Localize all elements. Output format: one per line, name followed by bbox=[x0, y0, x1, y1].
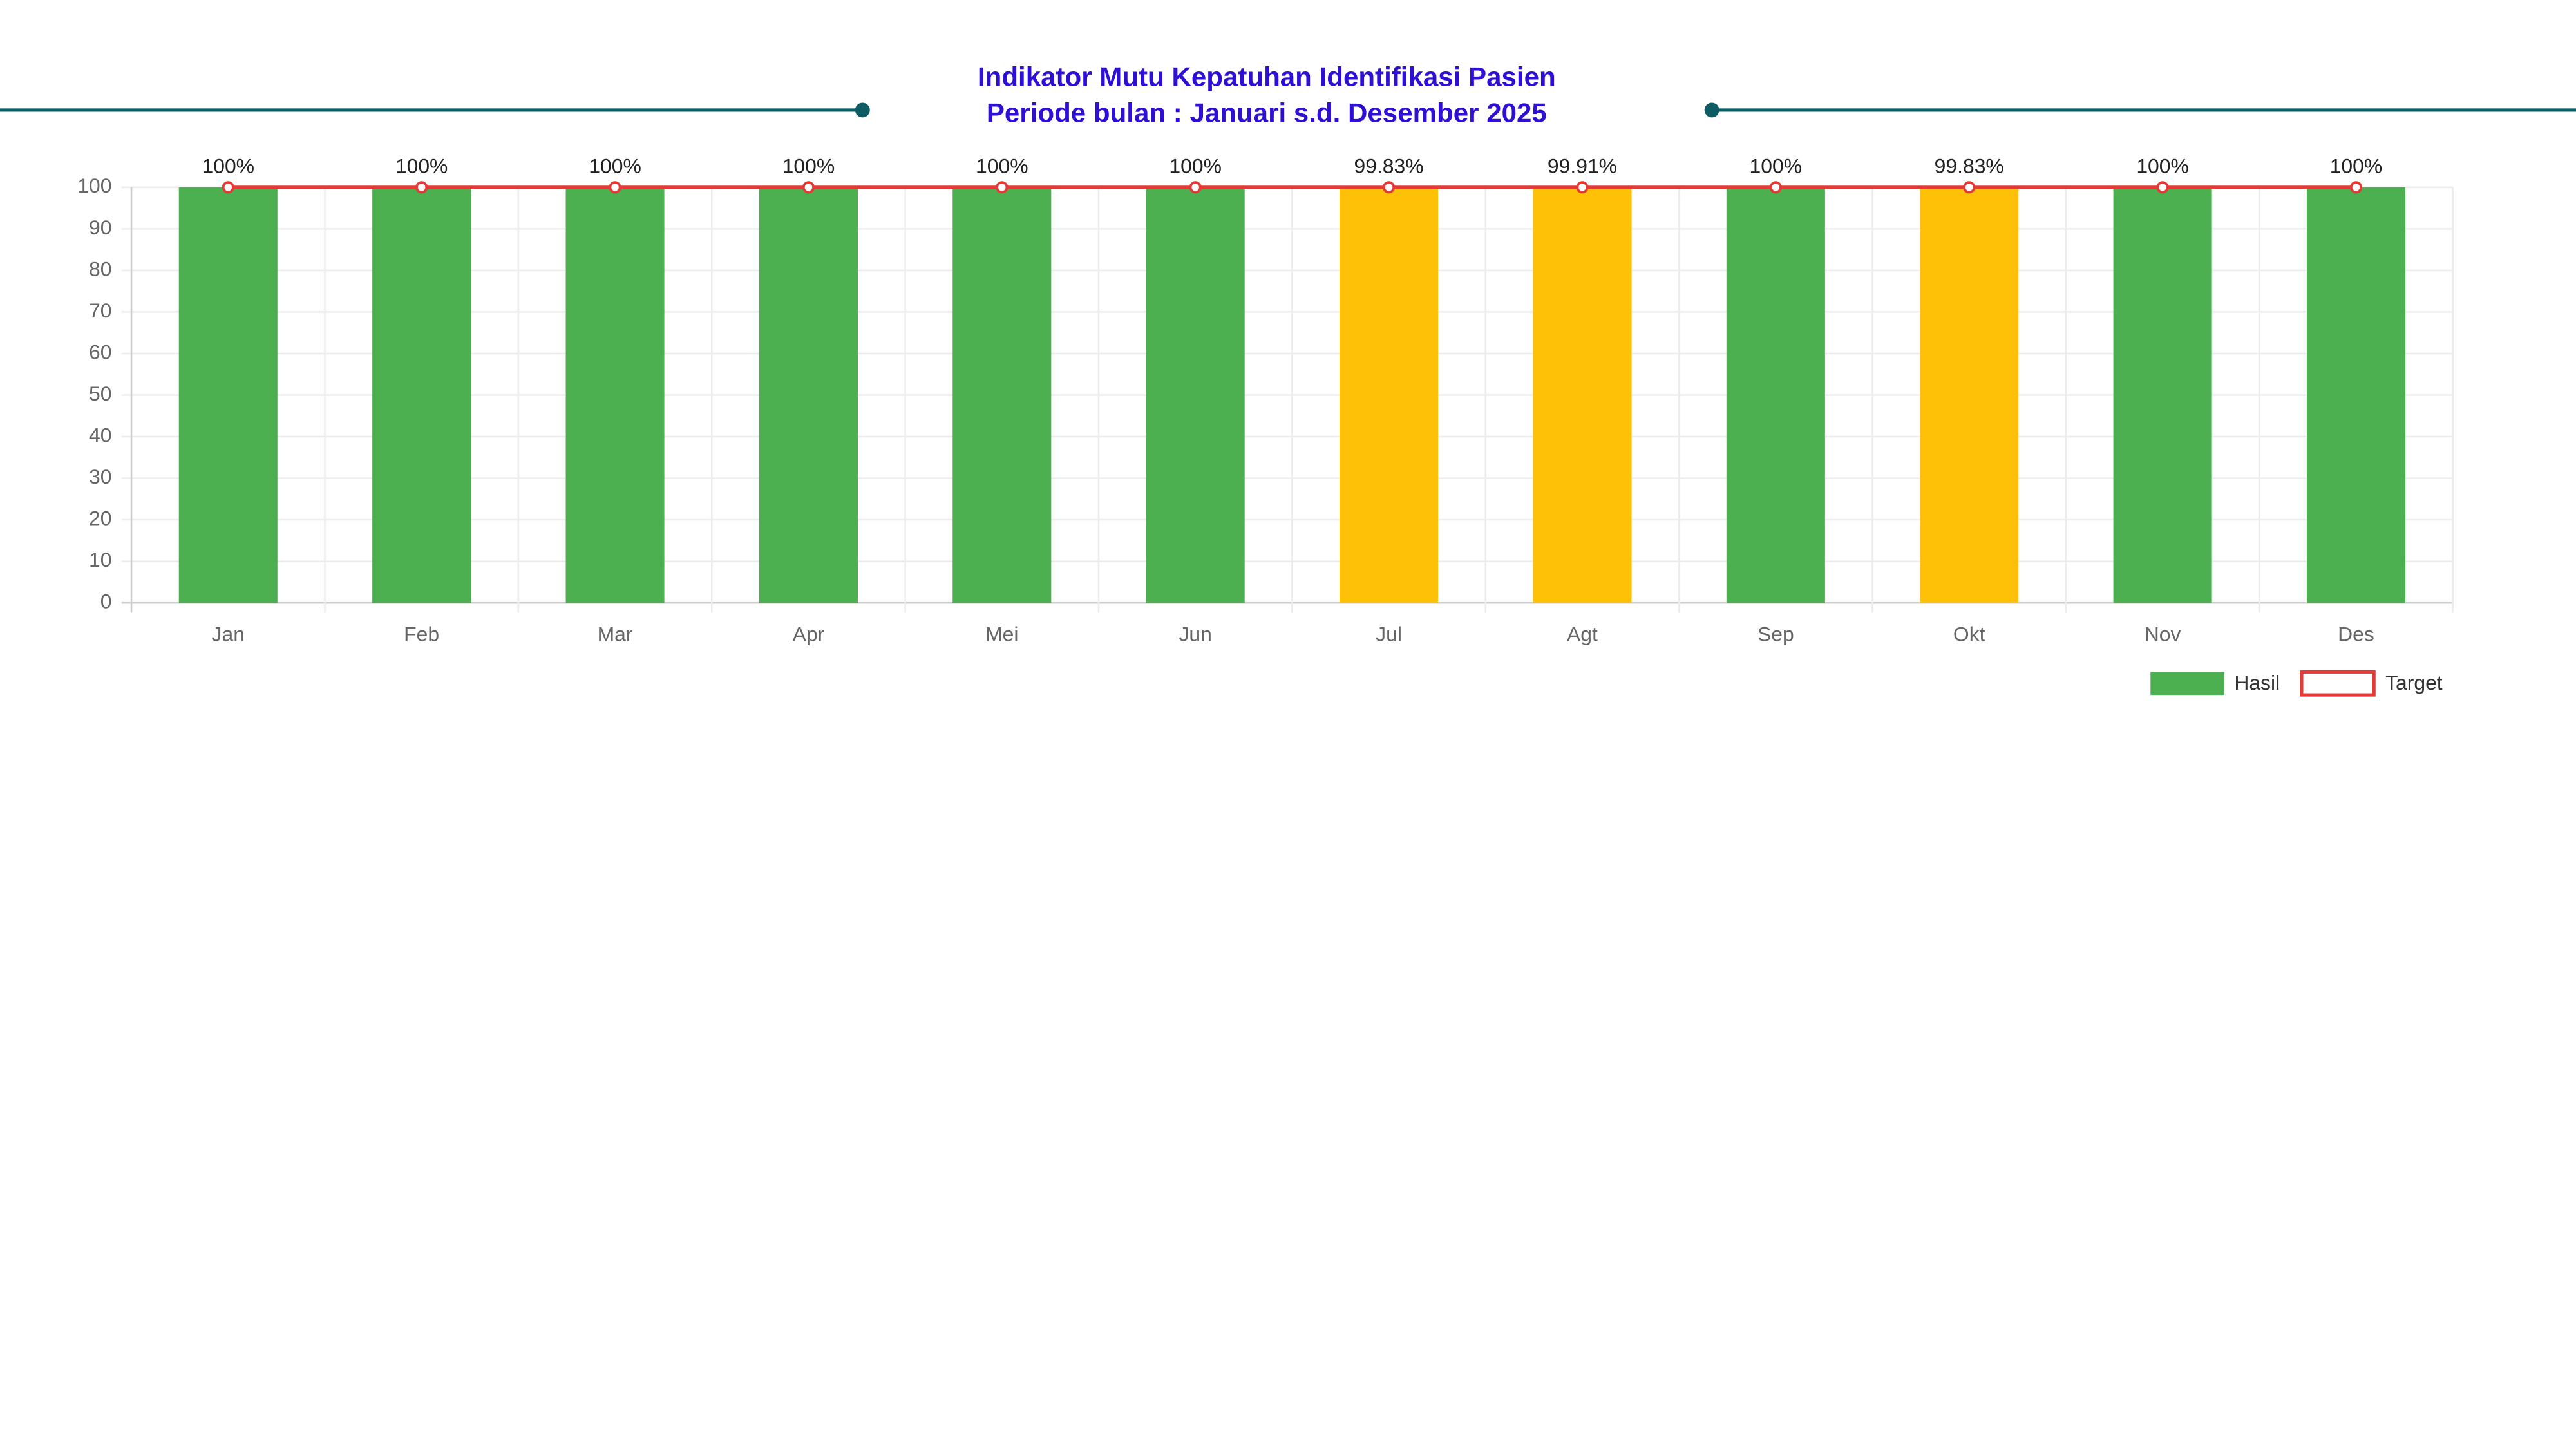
target-point bbox=[1576, 181, 1589, 194]
x-tick-label: Nov bbox=[2145, 623, 2181, 646]
data-label: 99.91% bbox=[1548, 155, 1617, 178]
bar bbox=[565, 187, 665, 603]
data-label: 100% bbox=[1750, 155, 1803, 178]
bar bbox=[1146, 187, 1245, 603]
data-label: 100% bbox=[2330, 155, 2383, 178]
bar bbox=[1533, 187, 1632, 603]
title-decoration bbox=[855, 102, 870, 118]
data-label: 100% bbox=[589, 155, 641, 178]
x-tick-label: Jul bbox=[1376, 623, 1402, 646]
y-tick-label: 70 bbox=[89, 299, 111, 322]
y-tick-label: 20 bbox=[89, 507, 111, 530]
title-decoration bbox=[1704, 102, 1719, 118]
data-label: 100% bbox=[782, 155, 835, 178]
bar bbox=[759, 187, 858, 603]
bar bbox=[952, 187, 1052, 603]
data-label: 100% bbox=[1169, 155, 1222, 178]
x-tick-label: Agt bbox=[1567, 623, 1598, 646]
y-tick-label: 100 bbox=[77, 174, 111, 197]
data-label: 99.83% bbox=[1935, 155, 2004, 178]
target-point bbox=[802, 181, 815, 194]
legend-swatch bbox=[2300, 670, 2376, 697]
x-tick-label: Apr bbox=[793, 623, 825, 646]
y-tick-label: 80 bbox=[89, 257, 111, 280]
target-point bbox=[1769, 181, 1782, 194]
data-label: 99.83% bbox=[1354, 155, 1424, 178]
bar bbox=[2306, 187, 2406, 603]
target-point bbox=[996, 181, 1009, 194]
legend-swatch bbox=[2150, 672, 2225, 696]
bar bbox=[1920, 187, 2019, 603]
target-point bbox=[1383, 181, 1396, 194]
x-tick-label: Jan bbox=[212, 623, 245, 646]
chart-title: Indikator Mutu Kepatuhan Identifikasi Pa… bbox=[978, 62, 1556, 92]
data-label: 100% bbox=[395, 155, 448, 178]
legend-label: Hasil bbox=[2234, 671, 2280, 694]
target-point bbox=[2349, 181, 2363, 194]
target-point bbox=[1963, 181, 1976, 194]
y-tick-label: 90 bbox=[89, 216, 111, 239]
data-label: 100% bbox=[2136, 155, 2189, 178]
data-label: 100% bbox=[976, 155, 1028, 178]
y-tick-label: 30 bbox=[89, 465, 111, 488]
y-tick-label: 10 bbox=[89, 548, 111, 571]
bar bbox=[372, 187, 471, 603]
x-tick-label: Jun bbox=[1179, 623, 1211, 646]
target-point bbox=[415, 181, 428, 194]
x-tick-label: Feb bbox=[404, 623, 439, 646]
x-tick-label: Des bbox=[2338, 623, 2374, 646]
target-point bbox=[609, 181, 621, 194]
target-point bbox=[1189, 181, 1202, 194]
bar bbox=[2113, 187, 2212, 603]
bar bbox=[178, 187, 278, 603]
data-label: 100% bbox=[202, 155, 255, 178]
y-tick-label: 0 bbox=[100, 590, 112, 613]
target-point bbox=[222, 181, 234, 194]
x-tick-label: Sep bbox=[1757, 623, 1794, 646]
y-tick-label: 60 bbox=[89, 340, 111, 363]
target-point bbox=[2156, 181, 2169, 194]
legend-label: Target bbox=[2385, 671, 2443, 694]
x-tick-label: Mar bbox=[598, 623, 633, 646]
x-tick-label: Mei bbox=[985, 623, 1018, 646]
bar bbox=[1726, 187, 1825, 603]
y-tick-label: 50 bbox=[89, 382, 111, 405]
bar bbox=[1340, 187, 1439, 603]
y-tick-label: 40 bbox=[89, 423, 111, 446]
chart-subtitle: Periode bulan : Januari s.d. Desember 20… bbox=[987, 98, 1547, 128]
x-tick-label: Okt bbox=[1953, 623, 1985, 646]
